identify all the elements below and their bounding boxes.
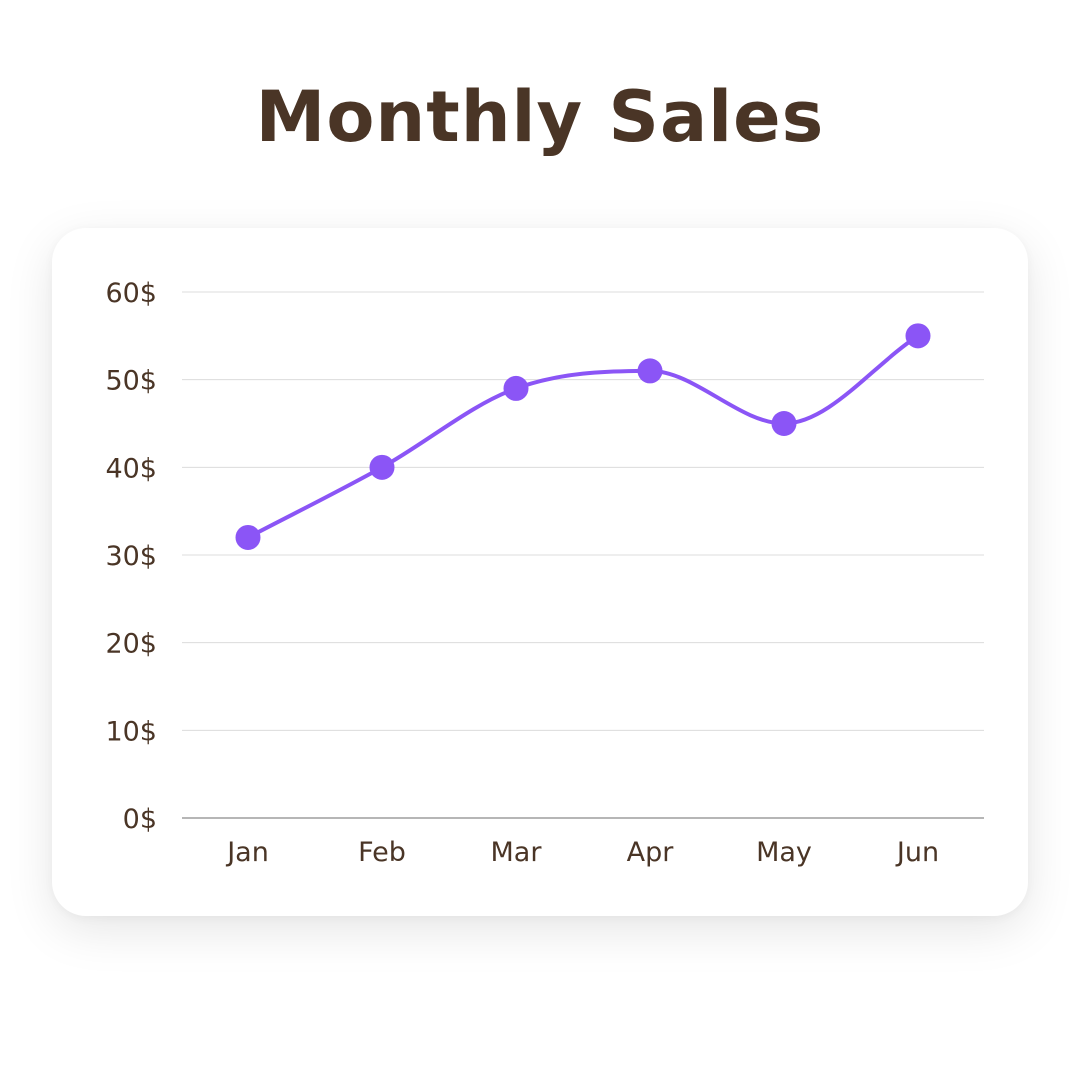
x-tick-label: Feb <box>358 837 406 868</box>
chart-title: Monthly Sales <box>255 76 825 158</box>
line-chart: 0$ 10$ 20$ 30$ 40$ 50$ 60$ Jan Feb Mar Apr May Jun <box>105 278 984 868</box>
x-tick-label: Apr <box>627 837 675 868</box>
grid-lines <box>182 291 984 819</box>
chart-card: 0$ 10$ 20$ 30$ 40$ 50$ 60$ Jan Feb Mar Apr May Jun <box>52 228 1028 916</box>
x-axis-ticks: Jan Feb Mar Apr May Jun <box>225 837 939 868</box>
y-tick-label: 30$ <box>105 541 157 572</box>
series-points <box>235 323 931 550</box>
y-axis-ticks: 0$ 10$ 20$ 30$ 40$ 50$ 60$ <box>105 278 157 835</box>
x-tick-label: Jun <box>895 837 939 868</box>
y-tick-label: 0$ <box>123 804 157 835</box>
x-tick-label: May <box>756 837 812 868</box>
y-tick-label: 10$ <box>105 716 157 747</box>
data-point-may[interactable] <box>771 411 797 436</box>
y-tick-label: 40$ <box>105 453 157 484</box>
y-tick-label: 60$ <box>105 278 157 309</box>
data-point-mar[interactable] <box>503 375 529 401</box>
series-line <box>246 333 920 540</box>
data-point-apr[interactable] <box>637 358 663 384</box>
x-tick-label: Jan <box>225 837 269 868</box>
y-tick-label: 20$ <box>105 629 157 660</box>
series-lines <box>246 333 920 540</box>
data-point-jan[interactable] <box>235 524 261 550</box>
data-point-jun[interactable] <box>905 323 931 349</box>
x-tick-label: Mar <box>491 837 543 868</box>
data-point-feb[interactable] <box>369 454 395 480</box>
y-tick-label: 50$ <box>105 366 157 397</box>
